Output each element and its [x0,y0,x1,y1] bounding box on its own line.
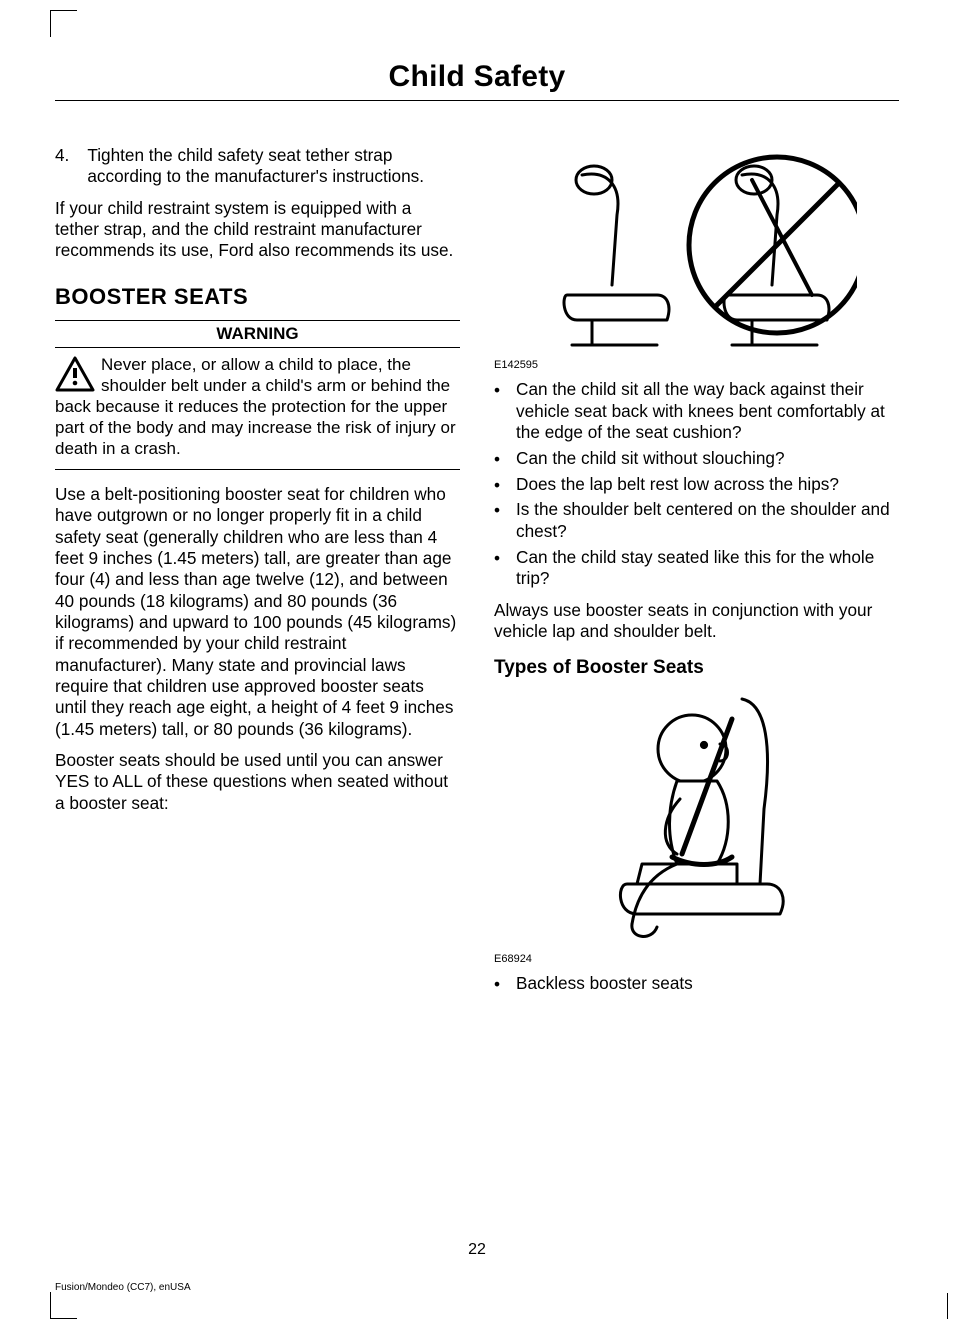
crop-mark-br [947,1293,954,1319]
question-text: Is the shoulder belt centered on the sho… [516,499,899,542]
crop-mark-bl [50,1292,77,1319]
criteria-intro-paragraph: Booster seats should be used until you c… [55,750,460,814]
warning-title: WARNING [55,320,460,348]
usage-paragraph: Use a belt-positioning booster seat for … [55,484,460,740]
figure-caption-1: E142595 [494,359,899,371]
criteria-questions-list: •Can the child sit all the way back agai… [494,379,899,590]
step-number: 4. [55,145,69,188]
footer-document-id: Fusion/Mondeo (CC7), enUSA [55,1282,191,1293]
warning-triangle-icon [55,356,95,392]
types-subheading: Types of Booster Seats [494,657,899,679]
right-column: E142595 •Can the child sit all the way b… [494,145,899,1004]
two-column-layout: 4. Tighten the child safety seat tether … [55,145,899,1004]
seat-illustration-icon [537,145,857,355]
manual-page: Child Safety 4. Tighten the child safety… [0,0,954,1329]
chapter-title: Child Safety [55,60,899,101]
list-item: • Can the child stay seated like this for… [494,547,899,590]
question-text: Can the child sit without slouching? [516,448,784,470]
crop-mark-tl [50,10,77,37]
booster-seats-heading: BOOSTER SEATS [55,284,460,310]
page-number: 22 [0,1241,954,1259]
warning-body: Never place, or allow a child to place, … [55,348,460,470]
question-text: Can the child stay seated like this for … [516,547,899,590]
bullet-icon: • [494,380,500,445]
warning-text: Never place, or allow a child to place, … [55,355,456,458]
list-item: •Can the child sit all the way back agai… [494,379,899,444]
bullet-icon: • [494,974,500,996]
list-item: • Backless booster seats [494,973,899,995]
bullet-icon: • [494,500,500,543]
booster-type-list: • Backless booster seats [494,973,899,995]
left-column: 4. Tighten the child safety seat tether … [55,145,460,1004]
figure-child-booster [494,689,899,949]
list-item: • Is the shoulder belt centered on the sh… [494,499,899,542]
booster-type-text: Backless booster seats [516,973,693,995]
question-text: Can the child sit all the way back again… [516,379,899,444]
always-use-paragraph: Always use booster seats in conjunction … [494,600,899,643]
figure-caption-2: E68924 [494,953,899,965]
tether-paragraph: If your child restraint system is equipp… [55,198,460,262]
ordered-step-4: 4. Tighten the child safety seat tether … [55,145,460,188]
list-item: • Can the child sit without slouching? [494,448,899,470]
list-item: • Does the lap belt rest low across the h… [494,474,899,496]
bullet-icon: • [494,475,500,497]
child-in-booster-icon [582,689,812,949]
step-text: Tighten the child safety seat tether str… [87,145,460,188]
bullet-icon: • [494,548,500,591]
figure-seat-positions [494,145,899,355]
bullet-icon: • [494,449,500,471]
question-text: Does the lap belt rest low across the hi… [516,474,839,496]
